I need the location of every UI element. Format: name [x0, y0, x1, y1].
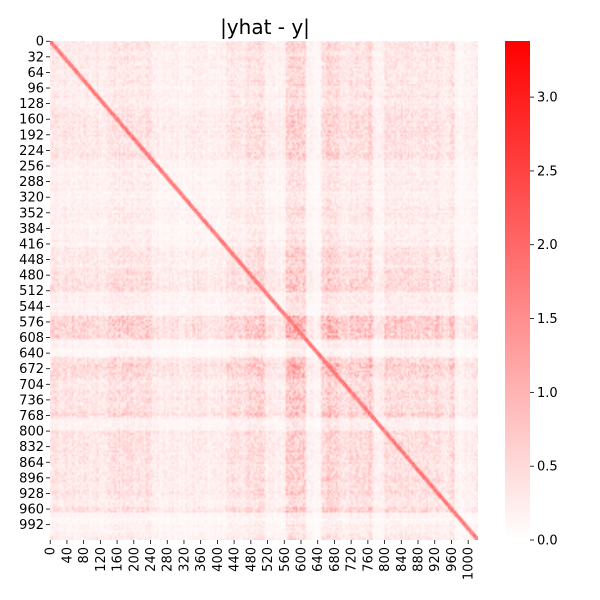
x-tick-label: 560 — [278, 547, 293, 572]
x-tick-label: 720 — [345, 547, 360, 572]
heatmap-area — [50, 41, 478, 540]
y-tick-label: 864 — [19, 456, 44, 471]
y-tick-label: 608 — [19, 331, 44, 346]
colorbar-ticks: 0.0 0.5 1.0 1.5 2.0 2.5 3.0 — [530, 91, 558, 549]
y-tick-label: 96 — [27, 82, 44, 97]
colorbar-tick-label: 3.0 — [537, 91, 558, 106]
y-tick-label: 384 — [19, 222, 44, 237]
x-tick-label: 280 — [161, 547, 176, 572]
x-tick-label: 880 — [412, 547, 427, 572]
x-tick-label: 960 — [445, 547, 460, 572]
x-tick-label: 520 — [261, 547, 276, 572]
y-tick-label: 672 — [19, 362, 44, 377]
y-tick-label: 448 — [19, 253, 44, 268]
colorbar-tick-label: 0.0 — [537, 534, 558, 549]
y-tick-label: 352 — [19, 206, 44, 221]
x-tick-label: 760 — [361, 547, 376, 572]
x-tick-label: 0 — [44, 547, 59, 555]
colorbar-tick-label: 2.0 — [537, 238, 558, 253]
y-axis: 0326496128160192224256288320352384416448… — [19, 35, 50, 533]
y-tick-label: 224 — [19, 144, 44, 159]
y-tick-label: 768 — [19, 409, 44, 424]
colorbar-tick-label: 1.0 — [537, 386, 558, 401]
y-tick-label: 960 — [19, 503, 44, 518]
x-tick-label: 640 — [311, 547, 326, 572]
y-tick-label: 576 — [19, 315, 44, 330]
y-tick-label: 32 — [27, 50, 44, 65]
x-tick-label: 80 — [77, 547, 92, 564]
y-tick-label: 0 — [36, 35, 44, 50]
y-tick-label: 736 — [19, 393, 44, 408]
y-tick-label: 160 — [19, 113, 44, 128]
x-tick-label: 1000 — [462, 547, 477, 580]
y-tick-label: 480 — [19, 269, 44, 284]
y-tick-label: 256 — [19, 159, 44, 174]
y-tick-label: 992 — [19, 518, 44, 533]
x-tick-label: 440 — [228, 547, 243, 572]
chart-title: |yhat - y| — [220, 15, 310, 39]
x-tick-label: 800 — [378, 547, 393, 572]
y-tick-label: 832 — [19, 440, 44, 455]
y-tick-label: 416 — [19, 237, 44, 252]
x-tick-label: 920 — [428, 547, 443, 572]
y-tick-label: 896 — [19, 471, 44, 486]
x-tick-label: 120 — [94, 547, 109, 572]
x-tick-label: 680 — [328, 547, 343, 572]
x-tick-label: 360 — [194, 547, 209, 572]
colorbar-tick-label: 0.5 — [537, 460, 558, 475]
y-tick-label: 544 — [19, 300, 44, 315]
x-tick-label: 200 — [127, 547, 142, 572]
x-axis: 0 40 80 120 160 200 240 280 320 360 400 440 480 520 56… — [44, 540, 477, 580]
y-tick-label: 800 — [19, 425, 44, 440]
x-tick-label: 240 — [144, 547, 159, 572]
heatmap-cells — [50, 41, 478, 540]
colorbar-tick-label: 1.5 — [537, 312, 558, 327]
y-tick-label: 320 — [19, 191, 44, 206]
x-tick-label: 400 — [211, 547, 226, 572]
x-tick-label: 600 — [294, 547, 309, 572]
y-tick-label: 640 — [19, 347, 44, 362]
x-tick-label: 320 — [177, 547, 192, 572]
x-tick-label: 480 — [244, 547, 259, 572]
x-tick-label: 840 — [395, 547, 410, 572]
y-tick-label: 128 — [19, 97, 44, 112]
colorbar-tick-label: 2.5 — [537, 164, 558, 179]
x-tick-label: 160 — [111, 547, 126, 572]
y-tick-label: 192 — [19, 128, 44, 143]
colorbar-gradient — [505, 41, 530, 540]
y-tick-label: 288 — [19, 175, 44, 190]
x-tick-label: 40 — [60, 547, 75, 564]
y-tick-label: 512 — [19, 284, 44, 299]
y-tick-label: 64 — [27, 66, 44, 81]
colorbar: 0.0 0.5 1.0 1.5 2.0 2.5 3.0 — [505, 41, 558, 549]
y-tick-label: 704 — [19, 378, 44, 393]
y-tick-label: 928 — [19, 487, 44, 502]
